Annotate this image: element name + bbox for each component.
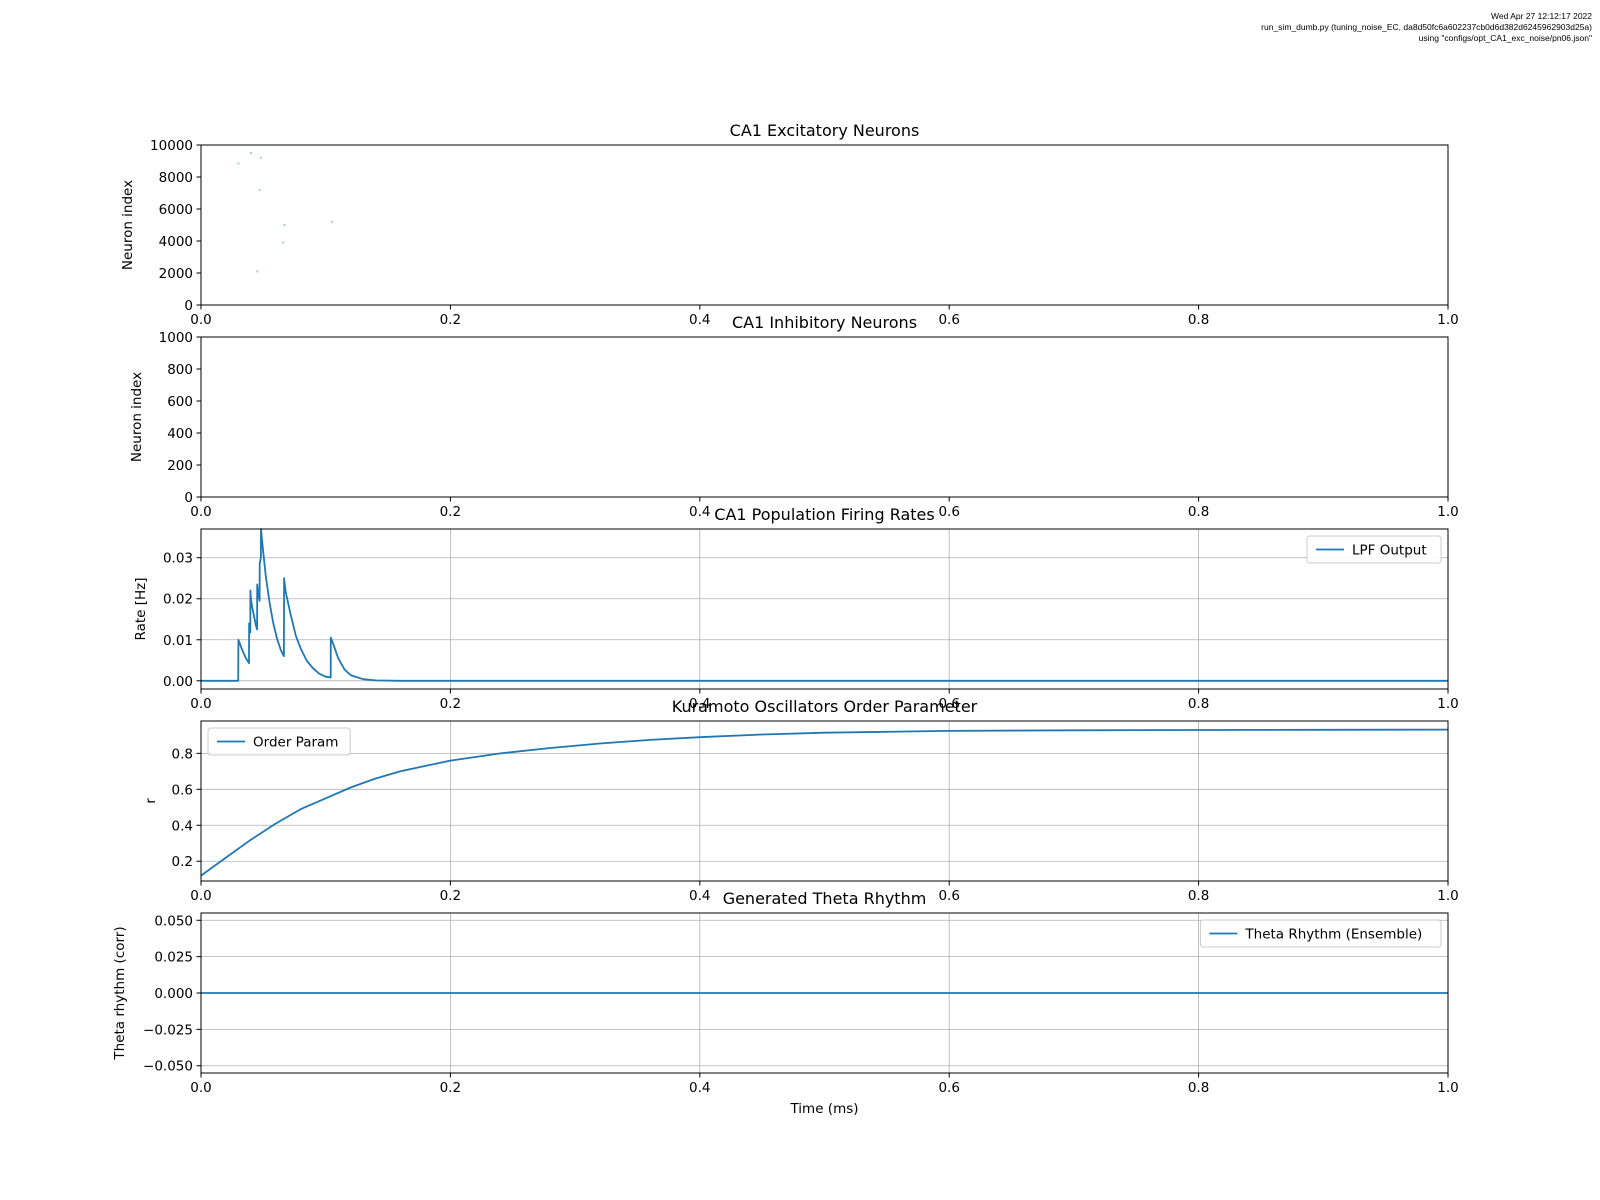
- y-tick-label: 400: [167, 426, 193, 442]
- legend: LPF Output: [1306, 535, 1442, 564]
- x-tick-label: 0.8: [1188, 696, 1209, 712]
- y-tick-label: 0.6: [172, 782, 193, 798]
- chart-title: Generated Theta Rhythm: [723, 889, 927, 908]
- y-tick-label: 8000: [159, 170, 193, 186]
- spike-point: [249, 152, 252, 154]
- legend-label: Theta Rhythm (Ensemble): [1244, 927, 1422, 943]
- y-tick-label: 0.8: [172, 746, 193, 762]
- x-tick-label: 0.2: [440, 888, 461, 904]
- spike-point: [330, 220, 333, 223]
- spike-point: [282, 241, 285, 244]
- chart-panel-4: 0.0 0.2 0.4 0.6 0.8 1.0 0.2 0.4 0.6 0.8 Kuramoto O…: [143, 697, 1459, 904]
- y-tick-label: 6000: [159, 202, 193, 218]
- x-tick-label: 0.8: [1188, 888, 1209, 904]
- x-tick-label: 0.8: [1188, 1080, 1209, 1096]
- y-tick-label: 4000: [159, 234, 193, 250]
- y-tick-label: 10000: [150, 138, 193, 154]
- axes-frame: [200, 720, 1449, 882]
- x-tick-label: 0.0: [190, 504, 211, 520]
- x-tick-label: 0.0: [190, 312, 211, 328]
- x-tick-label: 0.4: [689, 312, 710, 328]
- y-tick-label: 0.02: [163, 592, 193, 608]
- legend-box: [207, 727, 351, 756]
- spike-point: [258, 188, 261, 191]
- y-axis-label: Rate [Hz]: [133, 577, 149, 640]
- y-tick-label: 0.025: [154, 950, 193, 966]
- chart-title: Kuramoto Oscillators Order Parameter: [672, 697, 978, 716]
- header-config-line: using "configs/opt_CA1_exc_noise/pn06.js…: [1418, 33, 1592, 43]
- x-tick-label: 1.0: [1437, 696, 1458, 712]
- y-tick-label: 600: [167, 394, 193, 410]
- x-tick-label: 0.6: [938, 504, 959, 520]
- y-tick-label: 0.4: [172, 818, 193, 834]
- legend-label: Order Param: [253, 735, 338, 751]
- spike-point: [259, 156, 262, 159]
- y-tick-label: 0.03: [163, 551, 193, 567]
- x-tick-label: 0.0: [190, 888, 211, 904]
- figure-header: Wed Apr 27 12:12:17 2022 run_sim_dumb.py…: [1261, 11, 1592, 44]
- chart-title: CA1 Inhibitory Neurons: [732, 313, 917, 332]
- x-tick-label: 1.0: [1437, 504, 1458, 520]
- y-tick-label: 0: [184, 298, 193, 314]
- y-axis-label: Theta rhythm (corr): [112, 926, 128, 1060]
- chart-panel-5: 0.0 0.2 0.4 0.6 0.8 1.0 −0.050 −0.025 0.000 0.025…: [112, 889, 1459, 1117]
- series-line: [200, 728, 1449, 877]
- spike-point: [256, 270, 259, 273]
- y-axis-label: Neuron index: [120, 180, 136, 270]
- x-tick-label: 0.4: [689, 1080, 710, 1096]
- x-tick-label: 0.2: [440, 1080, 461, 1096]
- chart-title: CA1 Population Firing Rates: [714, 505, 934, 524]
- axes-frame: [200, 528, 1449, 690]
- x-tick-label: 0.6: [938, 312, 959, 328]
- x-tick-label: 0.2: [440, 696, 461, 712]
- x-tick-label: 0.4: [689, 504, 710, 520]
- x-tick-label: 0.4: [689, 696, 710, 712]
- legend-box: [1306, 535, 1442, 564]
- legend-box: [1199, 919, 1442, 948]
- legend-label: LPF Output: [1352, 543, 1427, 559]
- x-tick-label: 0.8: [1188, 312, 1209, 328]
- x-tick-label: 0.0: [190, 696, 211, 712]
- y-tick-label: 0.2: [172, 854, 193, 870]
- header-timestamp: Wed Apr 27 12:12:17 2022: [1491, 11, 1592, 21]
- y-tick-label: 200: [167, 458, 193, 474]
- x-tick-label: 0.8: [1188, 504, 1209, 520]
- x-tick-label: 0.6: [938, 888, 959, 904]
- chart-panel-3: 0.0 0.2 0.4 0.6 0.8 1.0 0.00 0.01 0.02 0.03 CA1 Po…: [133, 505, 1459, 712]
- x-tick-label: 0.2: [440, 504, 461, 520]
- x-tick-label: 1.0: [1437, 1080, 1458, 1096]
- x-tick-label: 1.0: [1437, 312, 1458, 328]
- header-script-line: run_sim_dumb.py (tuning_noise_EC, da8d50…: [1261, 22, 1592, 32]
- y-tick-label: 2000: [159, 266, 193, 282]
- y-tick-label: 0.01: [163, 633, 193, 649]
- x-tick-label: 0.4: [689, 888, 710, 904]
- x-tick-label: 0.6: [938, 1080, 959, 1096]
- spike-point: [237, 162, 240, 165]
- chart-panel-1: 0.0 0.2 0.4 0.6 0.8 1.0 0 2000 4000 6000 8000 10000…: [120, 121, 1459, 328]
- x-tick-label: 0.0: [190, 1080, 211, 1096]
- y-axis-label: r: [143, 798, 159, 804]
- chart-title: CA1 Excitatory Neurons: [730, 121, 920, 140]
- y-tick-label: 0.000: [154, 986, 193, 1002]
- axes-frame: [200, 144, 1449, 306]
- x-tick-label: 0.2: [440, 312, 461, 328]
- y-tick-label: 0: [184, 490, 193, 506]
- series-line: [201, 528, 1448, 682]
- y-tick-label: −0.050: [143, 1059, 193, 1075]
- legend: Order Param: [207, 727, 351, 756]
- y-tick-label: 0.050: [154, 913, 193, 929]
- legend: Theta Rhythm (Ensemble): [1199, 919, 1442, 948]
- y-tick-label: 1000: [159, 330, 193, 346]
- x-tick-label: 0.6: [938, 696, 959, 712]
- y-tick-label: 800: [167, 362, 193, 378]
- x-tick-label: 1.0: [1437, 888, 1458, 904]
- chart-panel-2: 0.0 0.2 0.4 0.6 0.8 1.0 0 200 400 600 800 1000 CA1 I…: [129, 313, 1459, 520]
- x-axis-label: Time (ms): [789, 1101, 858, 1117]
- axes-frame: [200, 336, 1449, 498]
- y-tick-label: −0.025: [143, 1022, 193, 1038]
- spike-point: [283, 224, 286, 226]
- y-axis-label: Neuron index: [129, 372, 145, 462]
- y-tick-label: 0.00: [163, 674, 193, 690]
